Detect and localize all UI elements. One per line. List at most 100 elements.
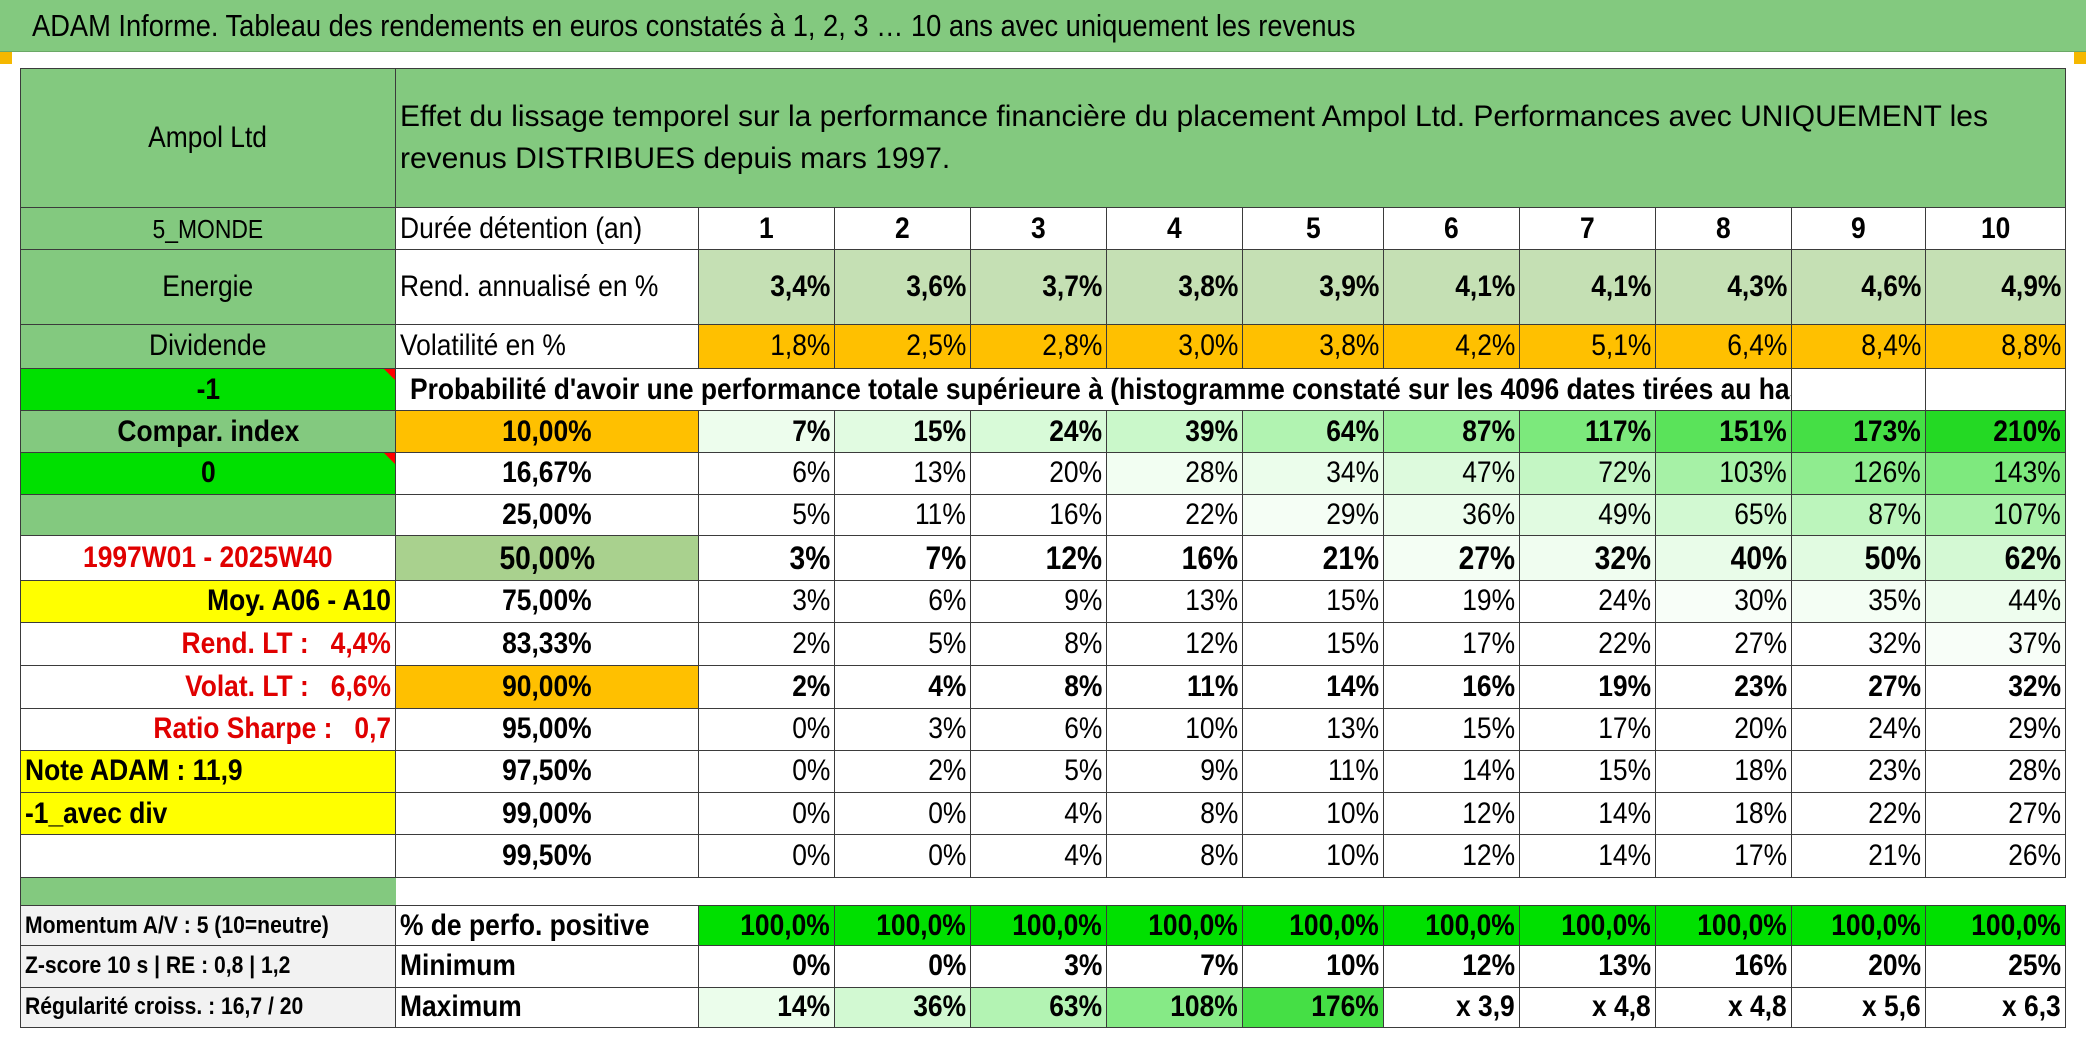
sharpe-ratio-cell: Ratio Sharpe : 0,7 bbox=[20, 707, 396, 751]
percentile-value: 6% bbox=[698, 451, 835, 496]
percentile-value: 15% bbox=[1242, 579, 1384, 623]
percentile-label: 10,00% bbox=[395, 410, 699, 453]
minimum-value: 12% bbox=[1383, 945, 1520, 988]
maximum-row: Régularité croiss. : 16,7 / 20 Maximum 1… bbox=[20, 986, 2067, 1029]
regularity-label: Régularité croiss. : 16,7 / 20 bbox=[25, 993, 304, 1021]
percentile-value: 5% bbox=[970, 749, 1107, 794]
strategy-label: Dividende bbox=[149, 329, 267, 363]
percentile-value: 126% bbox=[1791, 451, 1926, 496]
return-cell: 4,6% bbox=[1791, 249, 1926, 325]
percentile-value: 15% bbox=[834, 410, 971, 453]
corner-mark-right bbox=[2074, 52, 2086, 64]
zscore-cell: Z-score 10 s | RE : 0,8 | 1,2 bbox=[20, 945, 396, 988]
percentile-value: 143% bbox=[1924, 451, 2067, 496]
percentile-value: 8% bbox=[1106, 792, 1243, 836]
percentile-value: 29% bbox=[1242, 494, 1384, 537]
percentile-value: 4% bbox=[970, 792, 1107, 836]
percentile-value: 27% bbox=[1791, 665, 1926, 709]
sector-cell: Energie bbox=[20, 249, 396, 325]
return-cell: 3,4% bbox=[698, 249, 835, 325]
blank-side-cell bbox=[20, 834, 396, 878]
percentile-value: 34% bbox=[1242, 451, 1384, 496]
percentile-value: 16% bbox=[1106, 535, 1243, 581]
percentile-value: 13% bbox=[1242, 707, 1384, 751]
percentile-value: 87% bbox=[1791, 494, 1926, 537]
minimum-value: 13% bbox=[1519, 945, 1656, 988]
percentile-value: 24% bbox=[1791, 707, 1926, 751]
title-banner: ADAM Informe. Tableau des rendements en … bbox=[0, 0, 2086, 52]
percentile-value: 21% bbox=[1791, 834, 1926, 878]
percentile-value: 18% bbox=[1655, 792, 1792, 836]
year-cell: 1 bbox=[698, 206, 835, 251]
maximum-value: x 6,3 bbox=[1924, 986, 2067, 1029]
percentile-value: 14% bbox=[1519, 834, 1656, 878]
intro-title: Effet du lissage temporel sur la perform… bbox=[394, 68, 2067, 208]
spacer-row bbox=[20, 876, 2066, 906]
long-term-volatility-label: Volat. LT : bbox=[185, 669, 309, 703]
percentile-value: 16% bbox=[970, 494, 1107, 537]
percentile-value: 29% bbox=[1924, 707, 2067, 751]
minimum-label-cell: Minimum bbox=[395, 945, 699, 988]
sharpe-ratio-value: 0,7 bbox=[354, 712, 391, 746]
minimum-label: Minimum bbox=[400, 949, 516, 983]
percentile-row: Compar. index 10,00% 7% 15% 24% 39% 64% … bbox=[20, 410, 2067, 453]
return-cell: 3,9% bbox=[1242, 249, 1384, 325]
volatility-cell: 2,8% bbox=[970, 323, 1107, 370]
percentile-value: 28% bbox=[1106, 451, 1243, 496]
probability-label-cell: Probabilité d'avoir une performance tota… bbox=[395, 368, 1792, 412]
percentile-value: 36% bbox=[1383, 494, 1520, 537]
percentile-value: 210% bbox=[1924, 410, 2067, 453]
maximum-value: x 5,6 bbox=[1791, 986, 1926, 1029]
return-label-cell: Rend. annualisé en % bbox=[395, 249, 699, 325]
percentile-value: 32% bbox=[1924, 665, 2067, 709]
percentile-value: 72% bbox=[1519, 451, 1656, 496]
percentile-value: 64% bbox=[1242, 410, 1384, 453]
instrument-name: Ampol Ltd bbox=[148, 121, 268, 154]
percentile-value: 12% bbox=[1106, 621, 1243, 667]
percentile-value: 24% bbox=[970, 410, 1107, 453]
percentile-value: 49% bbox=[1519, 494, 1656, 537]
sector-label: Energie bbox=[162, 270, 254, 304]
percentile-value: 22% bbox=[1106, 494, 1243, 537]
percentile-value: 32% bbox=[1791, 621, 1926, 667]
percentile-row: 0 16,67% 6% 13% 20% 28% 34% 47% 72% 103%… bbox=[20, 451, 2067, 496]
annual-return-row: Energie Rend. annualisé en % 3,4% 3,6% 3… bbox=[20, 249, 2067, 325]
percentile-value: 19% bbox=[1519, 665, 1656, 709]
compar-index-cell: Compar. index bbox=[20, 410, 396, 453]
percentile-value: 0% bbox=[698, 749, 835, 794]
percentile-value: 15% bbox=[1383, 707, 1520, 751]
percentile-value: 3% bbox=[834, 707, 971, 751]
percentile-value: 0% bbox=[698, 707, 835, 751]
sharpe-ratio-label: Ratio Sharpe : bbox=[153, 712, 333, 746]
percentile-value: 2% bbox=[834, 749, 971, 794]
percentile-value: 2% bbox=[698, 621, 835, 667]
period-label: 1997W01 - 2025W40 bbox=[83, 540, 333, 574]
percentile-value: 26% bbox=[1924, 834, 2067, 878]
positive-perf-value: 100,0% bbox=[834, 904, 971, 947]
volatility-cell: 5,1% bbox=[1519, 323, 1656, 370]
percentile-value: 11% bbox=[834, 494, 971, 537]
percentile-value: 15% bbox=[1519, 749, 1656, 794]
percentile-value: 3% bbox=[698, 579, 835, 623]
positive-perf-value: 100,0% bbox=[1924, 904, 2067, 947]
year-cell: 8 bbox=[1655, 206, 1792, 251]
return-cell: 3,8% bbox=[1106, 249, 1243, 325]
positive-perf-row: Momentum A/V : 5 (10=neutre) % de perfo.… bbox=[20, 904, 2067, 947]
year-cell: 2 bbox=[834, 206, 971, 251]
percentile-value: 5% bbox=[834, 621, 971, 667]
code-cell: -1 bbox=[20, 368, 396, 412]
year-cell: 7 bbox=[1519, 206, 1656, 251]
year-cell: 9 bbox=[1791, 206, 1926, 251]
return-cell: 4,3% bbox=[1655, 249, 1792, 325]
minimum-value: 10% bbox=[1242, 945, 1384, 988]
volatility-label-cell: Volatilité en % bbox=[395, 323, 699, 370]
year-cell: 6 bbox=[1383, 206, 1520, 251]
maximum-value: 176% bbox=[1242, 986, 1384, 1029]
percentile-value: 117% bbox=[1519, 410, 1656, 453]
percentile-value: 50% bbox=[1791, 535, 1926, 581]
code-cell: 0 bbox=[20, 451, 396, 496]
volatility-cell: 3,8% bbox=[1242, 323, 1384, 370]
positive-perf-value: 100,0% bbox=[698, 904, 835, 947]
empty-cell bbox=[1924, 368, 2067, 412]
compar-index-label: Compar. index bbox=[117, 414, 299, 448]
